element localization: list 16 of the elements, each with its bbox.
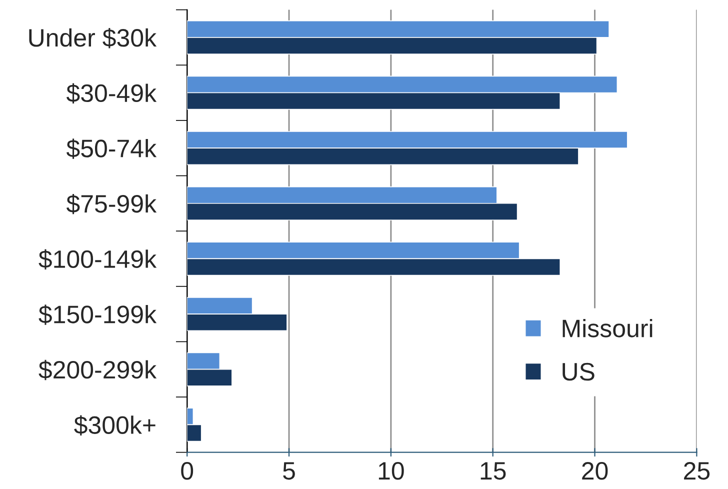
- legend-label: US: [562, 362, 594, 381]
- y-tick-label: $30-49k: [66, 83, 157, 104]
- y-tick-label: $75-99k: [66, 194, 157, 214]
- x-tick-label: 5: [283, 462, 295, 480]
- y-tick-label: $50-74k: [66, 138, 157, 159]
- y-tick-label: $100-149k: [38, 249, 157, 270]
- legend-label: Missouri: [562, 318, 652, 338]
- x-tick-label: 25: [684, 462, 710, 480]
- y-tick-label: $150-199k: [38, 304, 157, 325]
- y-tick-label: Under $30k: [29, 28, 157, 48]
- x-tick-label: 15: [480, 462, 506, 480]
- x-tick-label: 0: [181, 462, 194, 480]
- y-tick-label: $200-299k: [38, 360, 157, 380]
- x-tick-label: 10: [378, 462, 404, 480]
- y-tick-label: $300k+: [74, 415, 156, 436]
- x-tick-label: 20: [582, 462, 608, 480]
